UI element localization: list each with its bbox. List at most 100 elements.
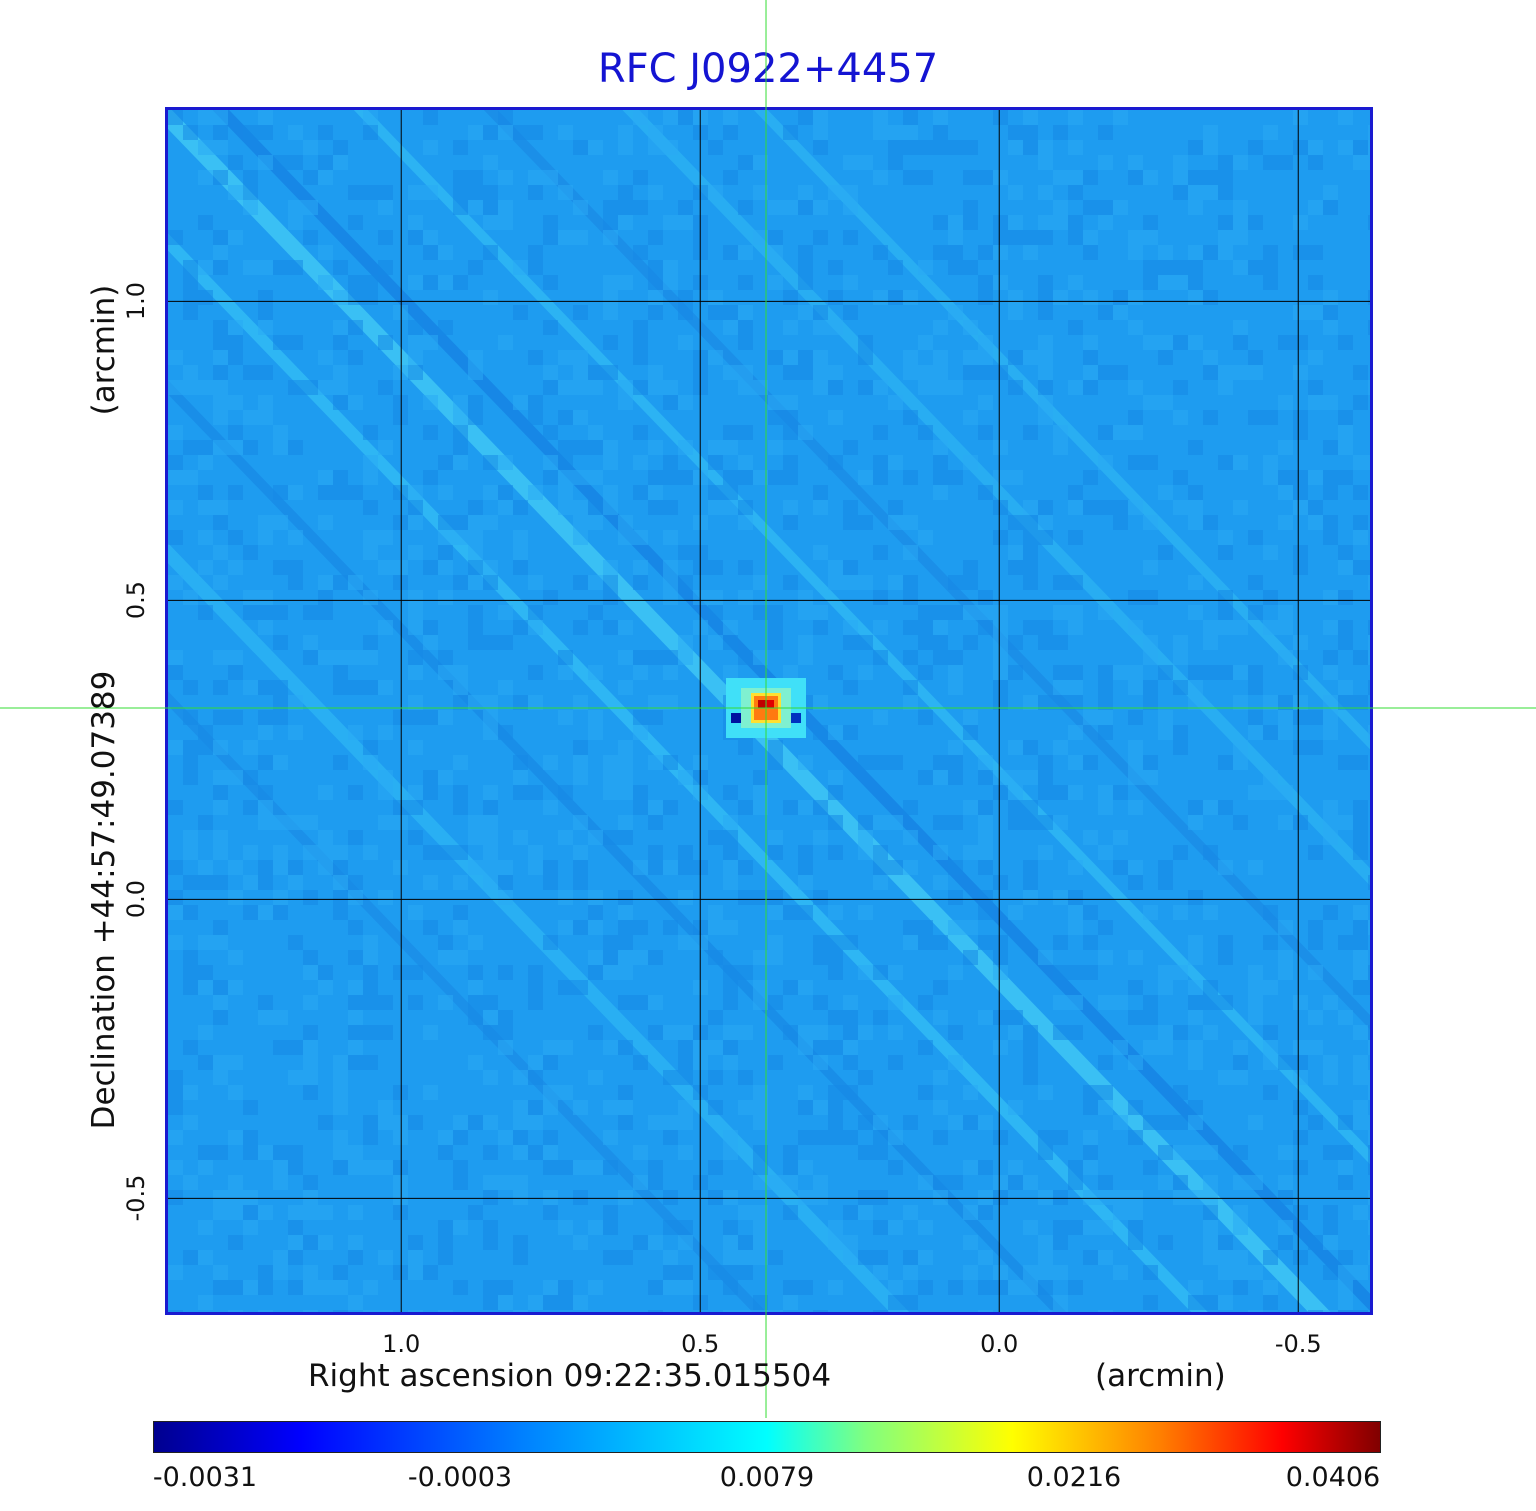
noise-pixel: [1083, 1145, 1098, 1160]
noise-pixel: [573, 200, 588, 215]
noise-pixel: [1068, 920, 1083, 935]
noise-pixel: [408, 230, 423, 245]
noise-pixel: [1353, 1265, 1368, 1280]
noise-pixel: [798, 590, 813, 605]
noise-pixel: [858, 755, 873, 770]
noise-pixel: [753, 605, 768, 620]
noise-pixel: [888, 1130, 903, 1145]
noise-pixel: [558, 1220, 573, 1235]
noise-pixel: [1053, 215, 1068, 230]
noise-pixel: [708, 950, 723, 965]
noise-pixel: [1233, 1040, 1248, 1055]
noise-pixel: [1368, 920, 1370, 935]
noise-pixel: [228, 230, 243, 245]
noise-pixel: [1293, 995, 1308, 1010]
noise-pixel: [1338, 1115, 1353, 1130]
noise-pixel: [678, 290, 693, 305]
noise-pixel: [1173, 650, 1188, 665]
noise-pixel: [378, 1310, 393, 1312]
noise-pixel: [393, 1115, 408, 1130]
noise-pixel: [948, 1025, 963, 1040]
noise-pixel: [243, 1205, 258, 1220]
noise-pixel: [483, 1175, 498, 1190]
noise-pixel: [1203, 350, 1218, 365]
noise-pixel: [288, 560, 303, 575]
noise-pixel: [303, 1040, 318, 1055]
noise-pixel: [318, 650, 333, 665]
noise-pixel: [333, 155, 348, 170]
noise-pixel: [333, 320, 348, 335]
noise-pixel: [333, 1055, 348, 1070]
noise-pixel: [828, 965, 843, 980]
noise-pixel: [423, 1025, 438, 1040]
noise-pixel: [873, 1115, 888, 1130]
noise-pixel: [828, 1040, 843, 1055]
noise-pixel: [1038, 950, 1053, 965]
noise-pixel: [678, 575, 693, 590]
noise-pixel: [708, 455, 723, 470]
noise-pixel: [1338, 410, 1353, 425]
noise-pixel: [1008, 290, 1023, 305]
noise-pixel: [933, 605, 948, 620]
noise-pixel: [408, 320, 423, 335]
noise-pixel: [723, 920, 738, 935]
noise-pixel: [483, 1280, 498, 1295]
noise-pixel: [618, 905, 633, 920]
noise-pixel: [1188, 170, 1203, 185]
noise-pixel: [498, 890, 513, 905]
noise-pixel: [513, 260, 528, 275]
noise-pixel: [333, 875, 348, 890]
noise-pixel: [633, 725, 648, 740]
noise-pixel: [1293, 560, 1308, 575]
noise-pixel: [618, 755, 633, 770]
noise-pixel: [678, 305, 693, 320]
noise-pixel: [1053, 695, 1068, 710]
noise-pixel: [1068, 755, 1083, 770]
noise-pixel: [318, 515, 333, 530]
noise-pixel: [1008, 740, 1023, 755]
noise-pixel: [933, 380, 948, 395]
noise-pixel: [723, 320, 738, 335]
noise-pixel: [453, 395, 468, 410]
noise-pixel: [783, 1175, 798, 1190]
noise-pixel: [963, 1160, 978, 1175]
noise-pixel: [183, 260, 198, 275]
noise-pixel: [873, 290, 888, 305]
noise-pixel: [1218, 935, 1233, 950]
noise-pixel: [678, 1115, 693, 1130]
noise-pixel: [243, 170, 258, 185]
noise-pixel: [333, 140, 348, 155]
noise-pixel: [903, 935, 918, 950]
noise-pixel: [933, 770, 948, 785]
noise-pixel: [768, 845, 783, 860]
noise-pixel: [213, 920, 228, 935]
noise-pixel: [1278, 815, 1293, 830]
noise-pixel: [1128, 590, 1143, 605]
noise-pixel: [363, 185, 378, 200]
noise-pixel: [678, 1100, 693, 1115]
noise-pixel: [363, 1310, 378, 1312]
noise-pixel: [1038, 1190, 1053, 1205]
noise-pixel: [288, 695, 303, 710]
noise-pixel: [1248, 980, 1263, 995]
noise-pixel: [573, 410, 588, 425]
noise-pixel: [813, 110, 828, 125]
noise-pixel: [1233, 455, 1248, 470]
noise-pixel: [1158, 275, 1173, 290]
noise-pixel: [468, 185, 483, 200]
noise-pixel: [453, 515, 468, 530]
noise-pixel: [663, 1130, 678, 1145]
noise-pixel: [1158, 725, 1173, 740]
noise-pixel: [1038, 185, 1053, 200]
noise-pixel: [468, 500, 483, 515]
noise-pixel: [438, 665, 453, 680]
noise-pixel: [903, 650, 918, 665]
noise-pixel: [1173, 500, 1188, 515]
noise-pixel: [1203, 620, 1218, 635]
noise-pixel: [723, 440, 738, 455]
noise-pixel: [498, 680, 513, 695]
noise-pixel: [723, 1130, 738, 1145]
noise-pixel: [198, 1250, 213, 1265]
noise-pixel: [948, 380, 963, 395]
noise-pixel: [1128, 740, 1143, 755]
